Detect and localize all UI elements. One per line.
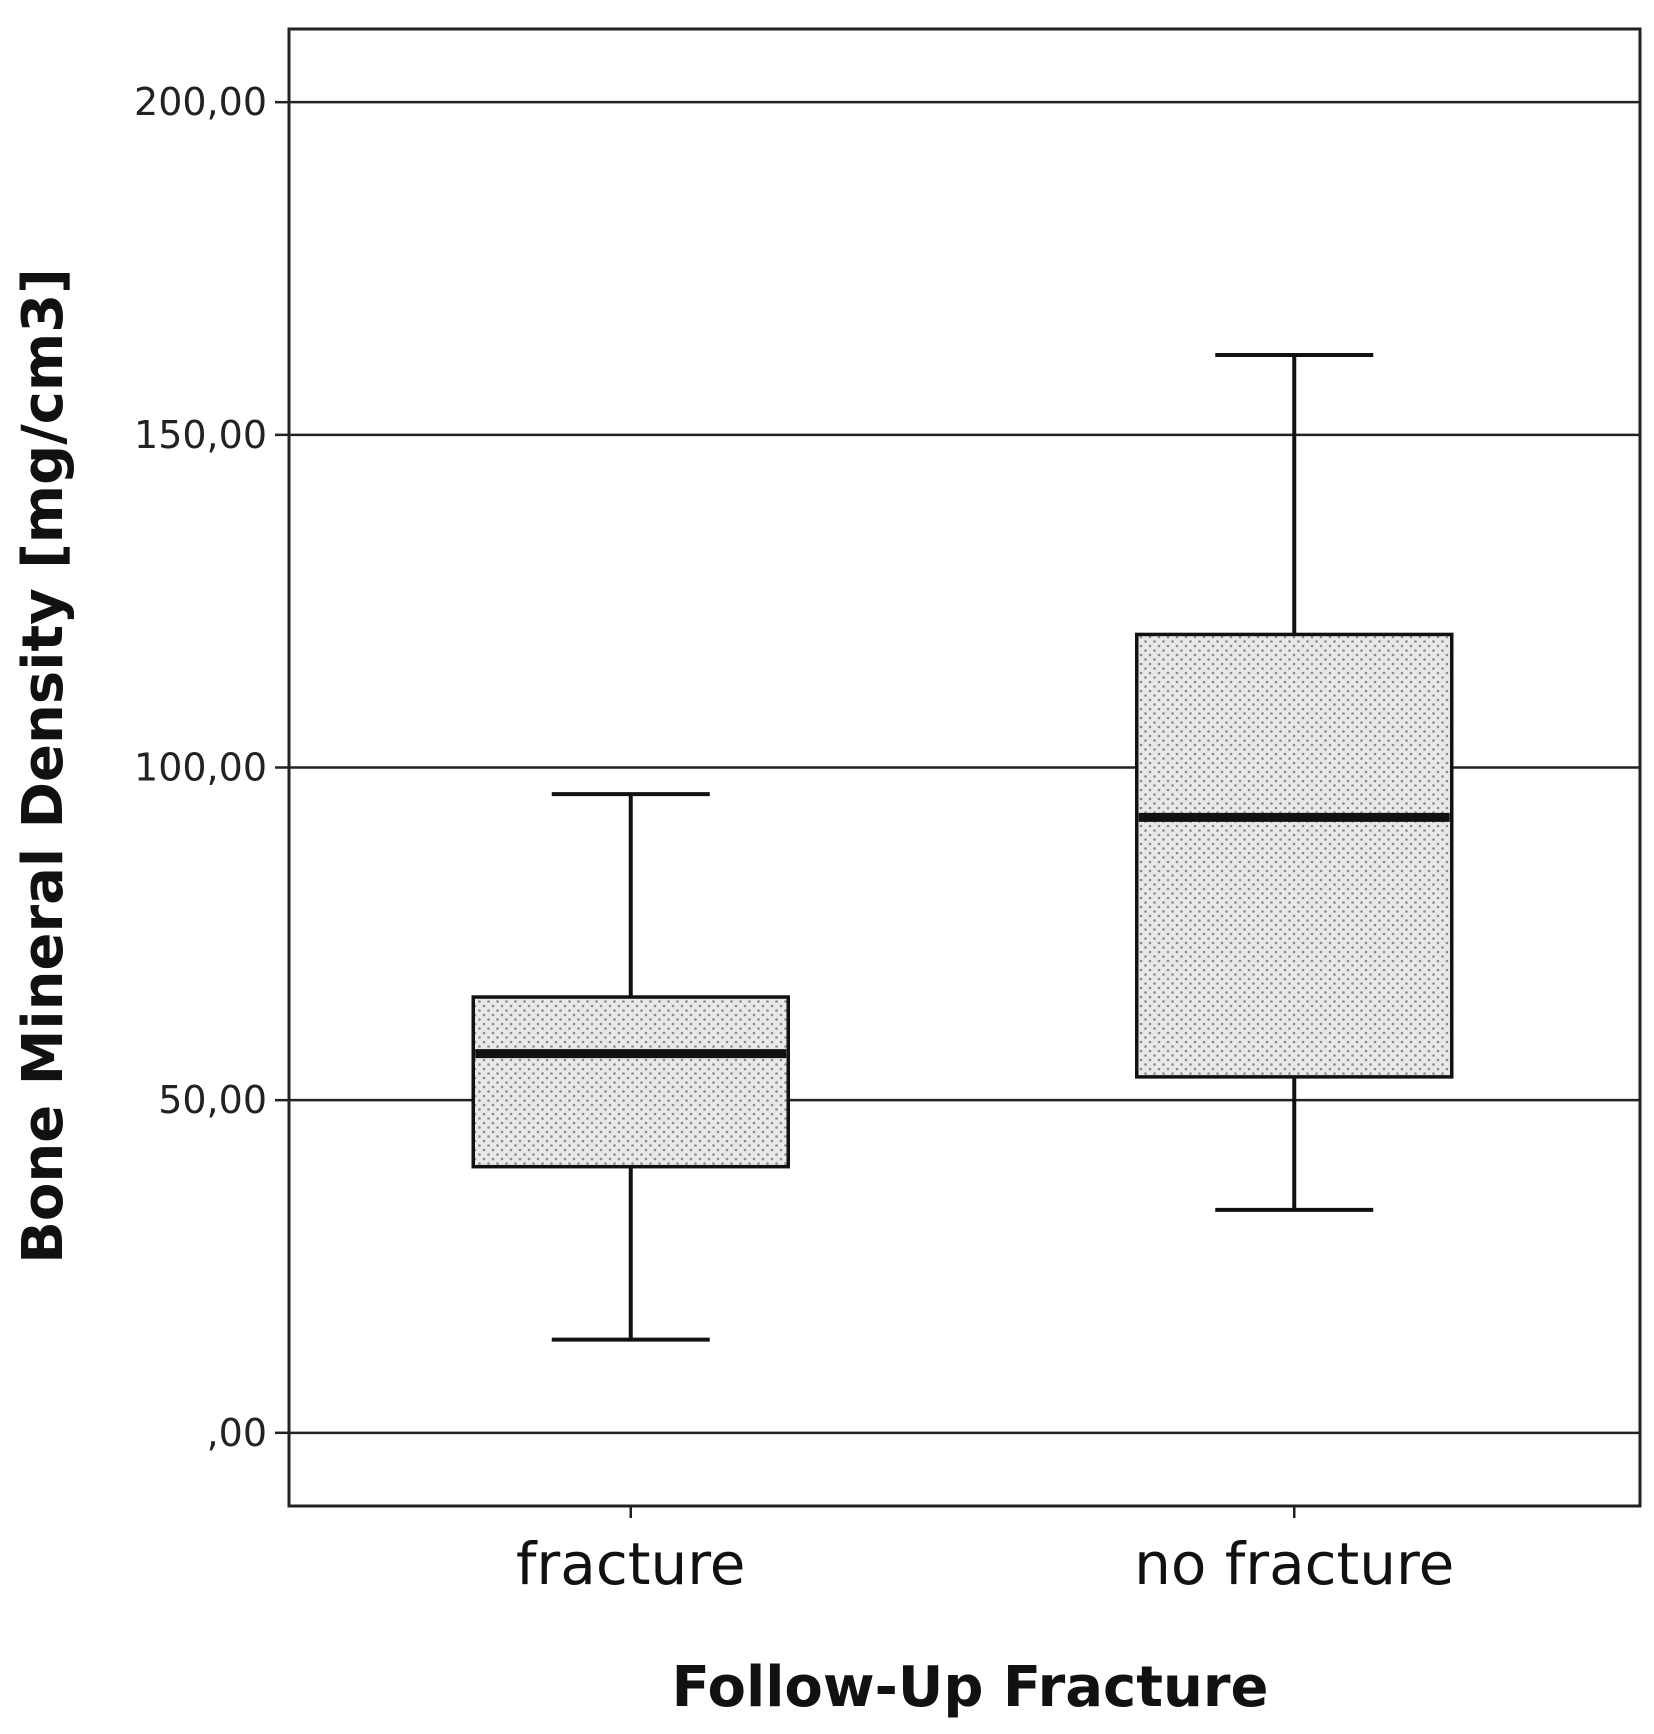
box-group bbox=[471, 792, 790, 1342]
interquartile-box bbox=[471, 995, 790, 1169]
x-category-label: fracture bbox=[516, 1530, 745, 1598]
y-tick-label: 50,00 bbox=[158, 1078, 267, 1122]
x-axis-categories: fracture no fracture bbox=[516, 1506, 1454, 1598]
y-tick-label: ,00 bbox=[207, 1411, 267, 1455]
y-tick-label: 100,00 bbox=[134, 746, 267, 790]
boxes bbox=[471, 353, 1454, 1342]
y-tick-label: 150,00 bbox=[134, 413, 267, 457]
x-axis-title: Follow-Up Fracture bbox=[672, 1655, 1269, 1720]
y-axis-title: Bone Mineral Density [mg/cm3] bbox=[11, 268, 76, 1264]
plot-area-frame bbox=[287, 27, 1642, 1508]
box-group bbox=[1135, 353, 1454, 1212]
y-tick-label: 200,00 bbox=[134, 80, 267, 124]
y-axis-ticks: ,00 50,00 100,00 150,00 200,00 bbox=[134, 80, 289, 1455]
interquartile-box bbox=[1135, 632, 1454, 1079]
x-category-label: no fracture bbox=[1134, 1530, 1454, 1598]
